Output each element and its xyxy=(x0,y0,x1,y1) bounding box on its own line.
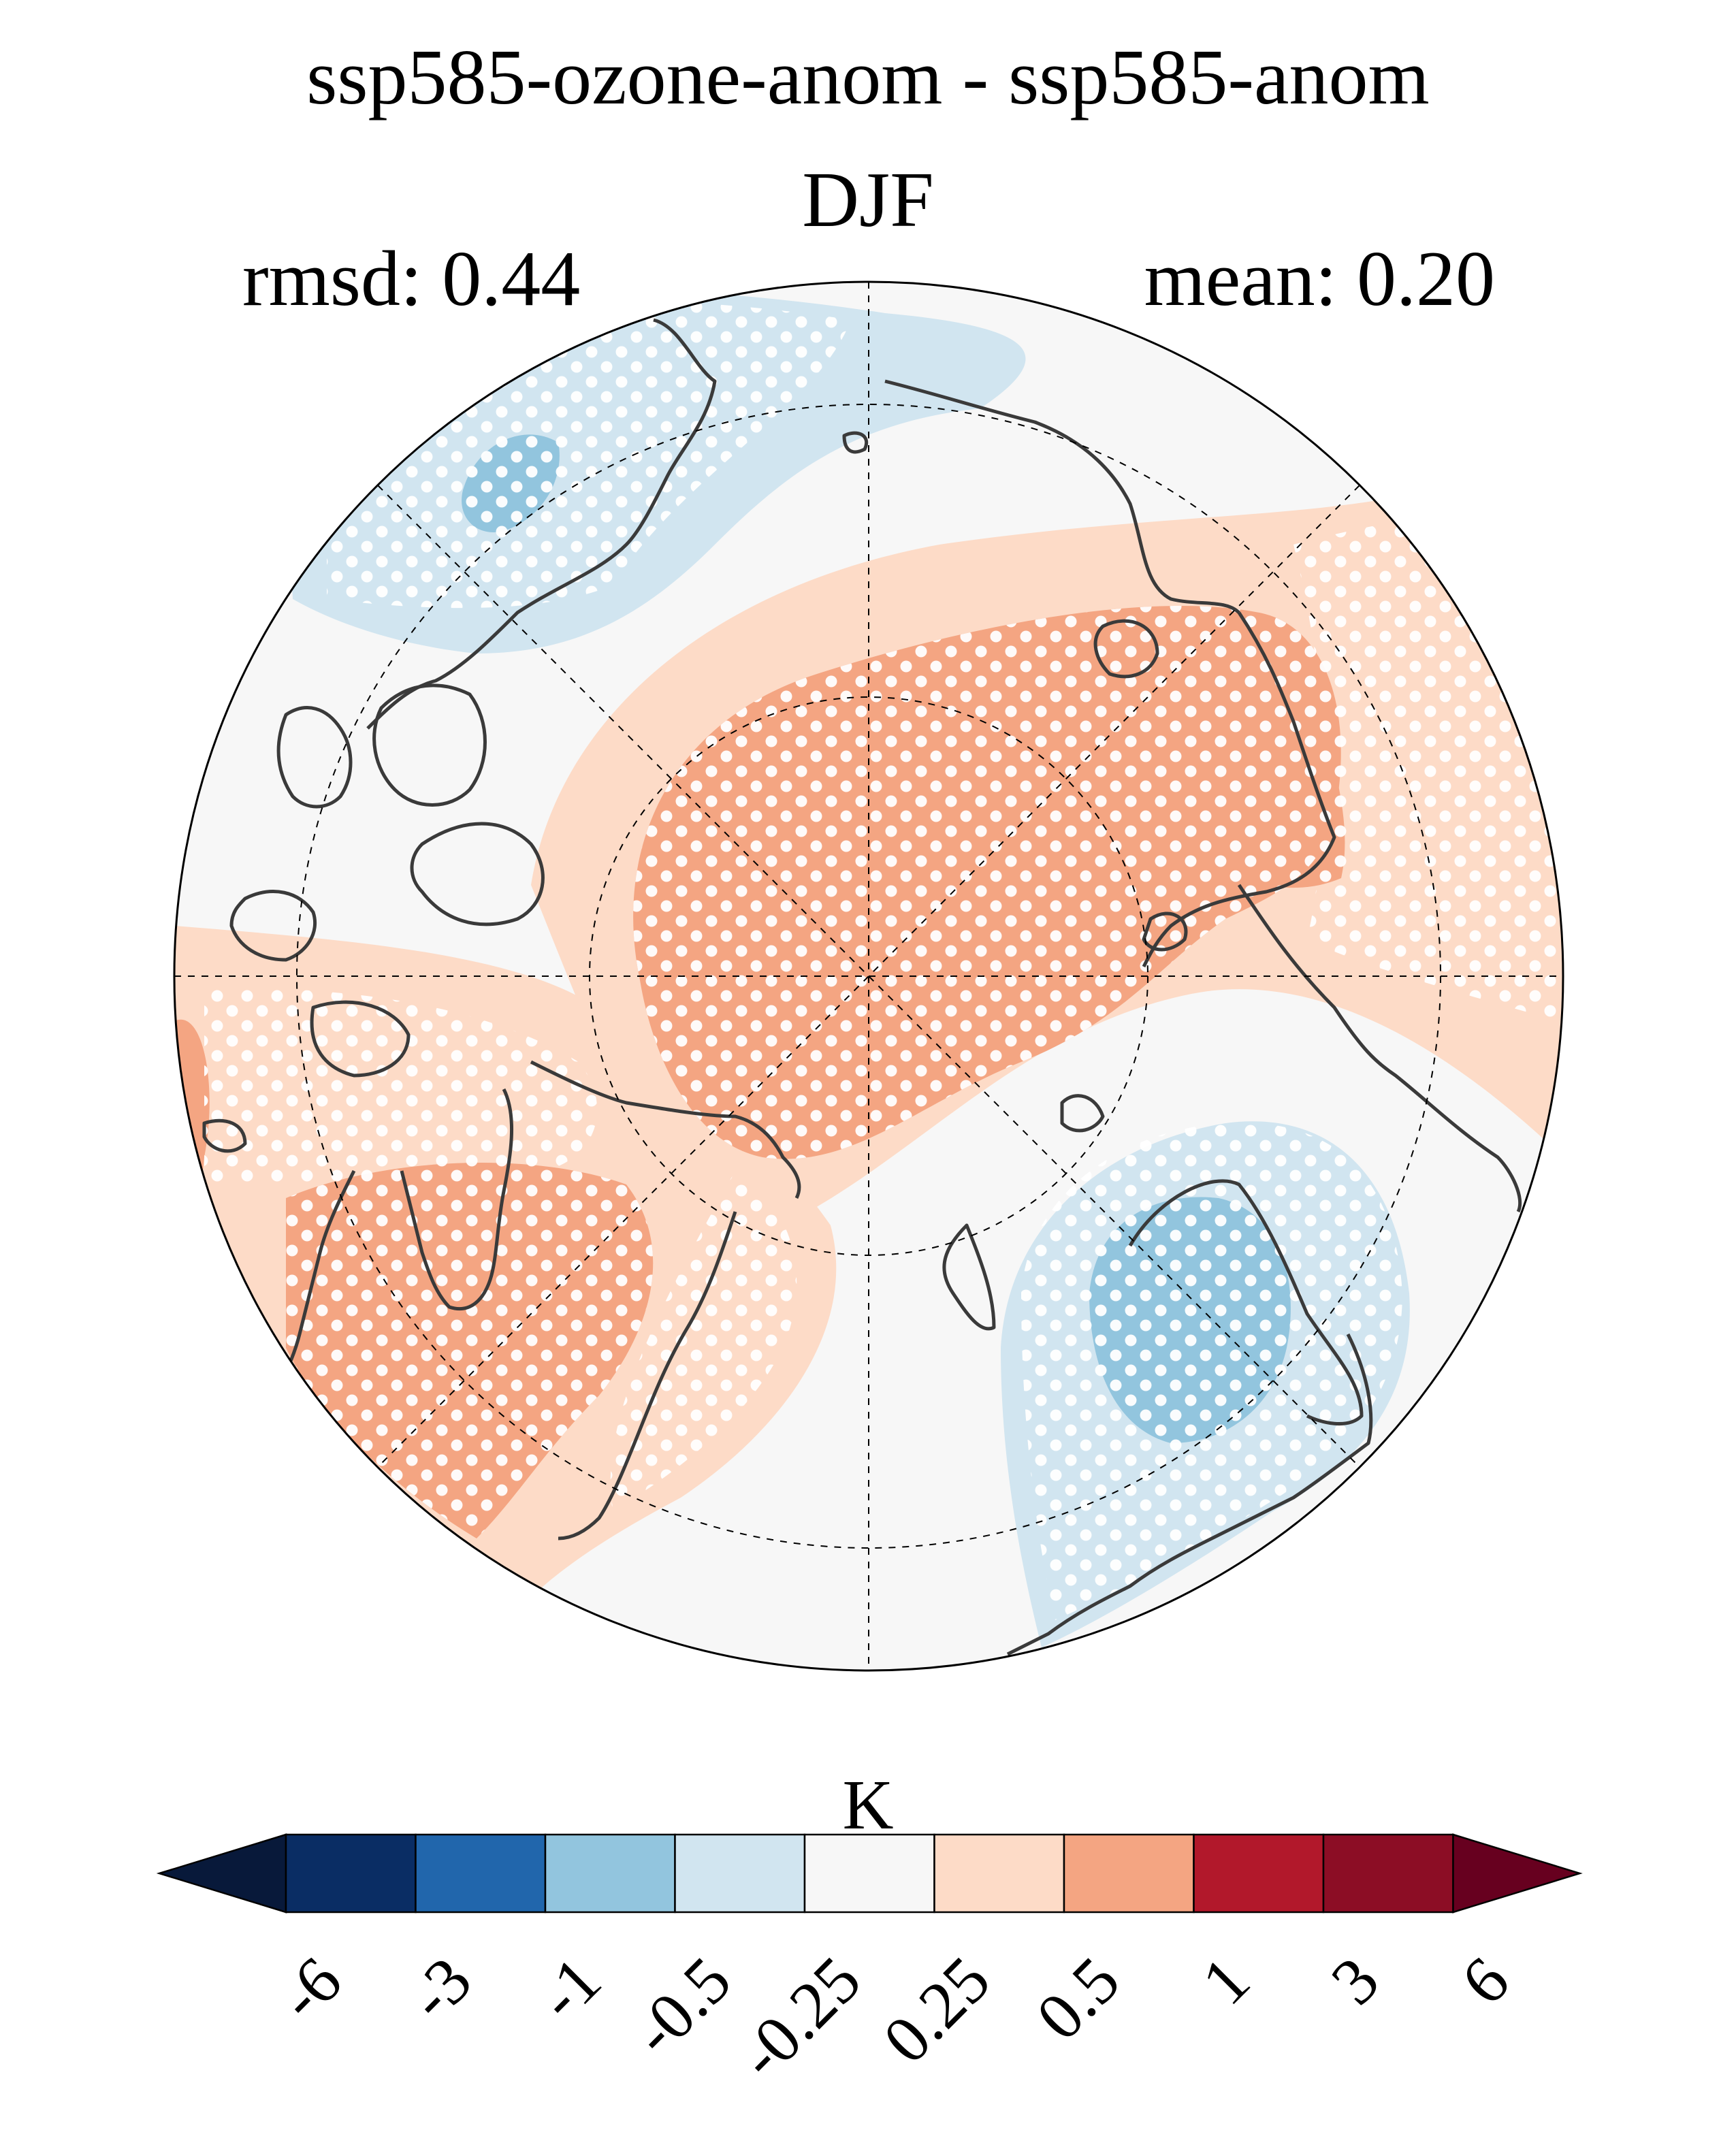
graticule xyxy=(174,282,1563,1671)
coastlines xyxy=(202,318,1522,1656)
colorbar-bin xyxy=(1063,1833,1195,1914)
colorbar-bin xyxy=(674,1833,806,1914)
significance-stippling xyxy=(204,298,1559,1620)
colorbar-bin xyxy=(415,1833,547,1914)
mean-label: mean: 0.20 xyxy=(1144,236,1495,323)
colorbar-bin xyxy=(544,1833,676,1914)
colorbar-bin xyxy=(803,1833,935,1914)
colorbar-extend-max xyxy=(1452,1833,1583,1914)
colorbar-bin xyxy=(285,1833,417,1914)
rmsd-label: rmsd: 0.44 xyxy=(242,236,581,323)
chart-title: ssp585-ozone-anom - ssp585-anom xyxy=(306,34,1430,121)
colorbar-bin xyxy=(1322,1833,1454,1914)
colorbar-unit-label: K xyxy=(842,1766,894,1844)
colorbar-bin xyxy=(1193,1833,1325,1914)
season-subtitle: DJF xyxy=(802,157,934,244)
colorbar-bin xyxy=(933,1833,1065,1914)
colorbar-extend-min xyxy=(156,1833,287,1914)
polar-map xyxy=(173,280,1564,1672)
map-boundary xyxy=(173,280,1564,1672)
